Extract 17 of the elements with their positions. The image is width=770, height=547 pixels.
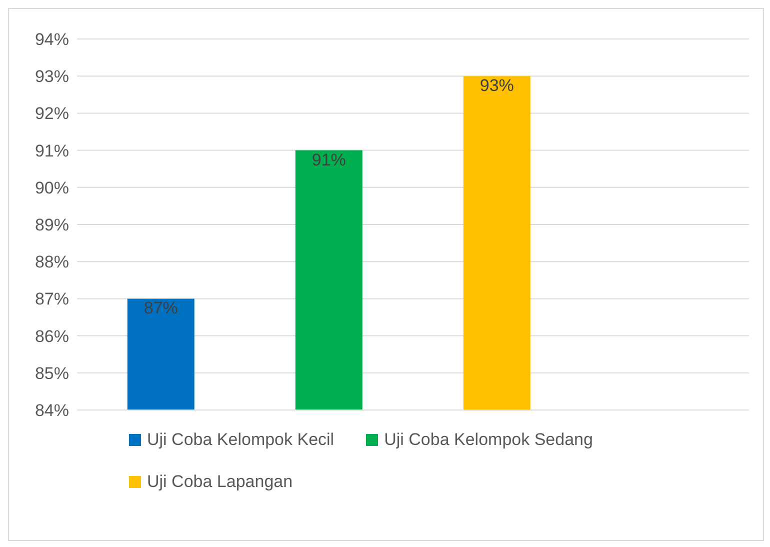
y-tick-label: 84% — [34, 401, 69, 420]
legend-label: Uji Coba Lapangan — [147, 472, 293, 492]
y-tick-label: 92% — [34, 104, 69, 124]
y-tick-label: 91% — [34, 141, 69, 160]
y-tick-label: 89% — [34, 216, 69, 235]
data-label: 87% — [144, 298, 178, 318]
legend-label: Uji Coba Kelompok Sedang — [384, 430, 593, 450]
y-tick-label: 94% — [34, 30, 69, 50]
y-tick-label: 88% — [34, 252, 69, 272]
data-label: 91% — [312, 150, 346, 170]
legend-label: Uji Coba Kelompok Kecil — [147, 430, 334, 450]
y-tick-label: 86% — [34, 326, 69, 346]
y-tick-label: 87% — [34, 290, 69, 309]
data-label: 93% — [480, 76, 514, 96]
y-tick-label: 85% — [34, 364, 69, 383]
y-tick-label: 90% — [34, 178, 69, 198]
y-tick-label: 93% — [34, 67, 69, 86]
